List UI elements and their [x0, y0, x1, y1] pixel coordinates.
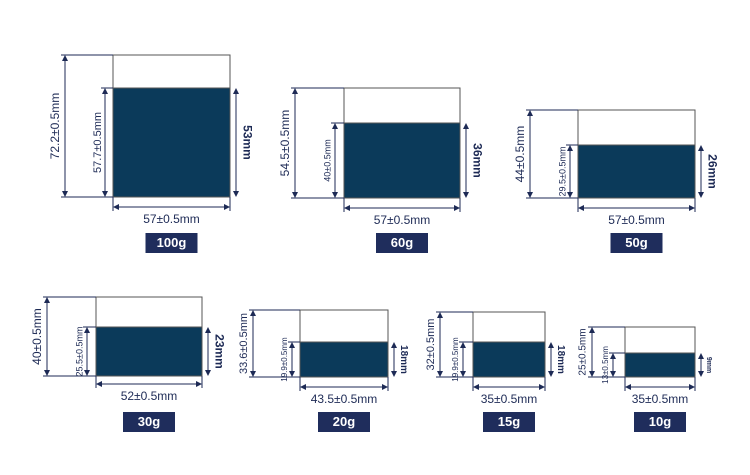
total-height-label: 33.6±0.5mm — [238, 313, 250, 374]
width-label: 35±0.5mm — [632, 392, 689, 406]
jar-body — [112, 87, 231, 198]
width-label: 57±0.5mm — [374, 213, 431, 227]
weight-tag — [376, 233, 428, 253]
total-height-label: 72.2±0.5mm — [48, 93, 62, 160]
jar-body — [343, 122, 461, 199]
total-height-label: 44±0.5mm — [513, 126, 527, 183]
weight-tag — [318, 412, 370, 432]
jar-body — [472, 341, 546, 378]
body-height-label: 25.5±0.5mm — [74, 327, 84, 377]
total-height-label: 40±0.5mm — [30, 308, 44, 365]
body-height-label: 19.9±0.5mm — [451, 337, 460, 382]
jar-body — [299, 341, 389, 378]
total-height-label: 32±0.5mm — [425, 319, 437, 371]
label-height: 26mm — [705, 154, 719, 189]
weight-tag — [634, 412, 686, 432]
body-height-label: 13±0.5mm — [601, 346, 610, 384]
total-height-label: 54.5±0.5mm — [278, 110, 292, 177]
width-label: 52±0.5mm — [121, 389, 178, 403]
weight-label: 15g — [498, 414, 520, 429]
weight-tag — [483, 412, 535, 432]
label-height: 23mm — [212, 334, 226, 369]
weight-label: 20g — [333, 414, 355, 429]
width-label: 57±0.5mm — [608, 213, 665, 227]
weight-label: 50g — [625, 235, 647, 250]
weight-tag — [123, 412, 175, 432]
label-height: 53mm — [240, 125, 254, 160]
width-label: 35±0.5mm — [481, 392, 538, 406]
jar-body — [624, 352, 696, 378]
jar-body — [577, 144, 696, 199]
body-height-label: 57.7±0.5mm — [92, 112, 104, 173]
weight-label: 100g — [157, 235, 187, 250]
body-height-label: 40±0.5mm — [322, 139, 332, 181]
label-height: 36mm — [470, 143, 484, 178]
label-height: 18mm — [398, 345, 409, 374]
body-height-label: 19.9±0.5mm — [280, 337, 289, 382]
body-height-label: 29.5±0.5mm — [557, 147, 567, 197]
label-height: 9mm — [705, 357, 712, 373]
weight-tag — [145, 233, 198, 253]
weight-label: 60g — [391, 235, 413, 250]
weight-label: 30g — [138, 414, 160, 429]
total-height-label: 25±0.5mm — [578, 328, 589, 375]
weight-label: 10g — [649, 414, 671, 429]
jar-body — [95, 326, 203, 377]
width-label: 43.5±0.5mm — [311, 392, 378, 406]
width-label: 57±0.5mm — [143, 212, 200, 226]
label-height: 18mm — [555, 345, 566, 374]
weight-tag — [610, 233, 663, 253]
